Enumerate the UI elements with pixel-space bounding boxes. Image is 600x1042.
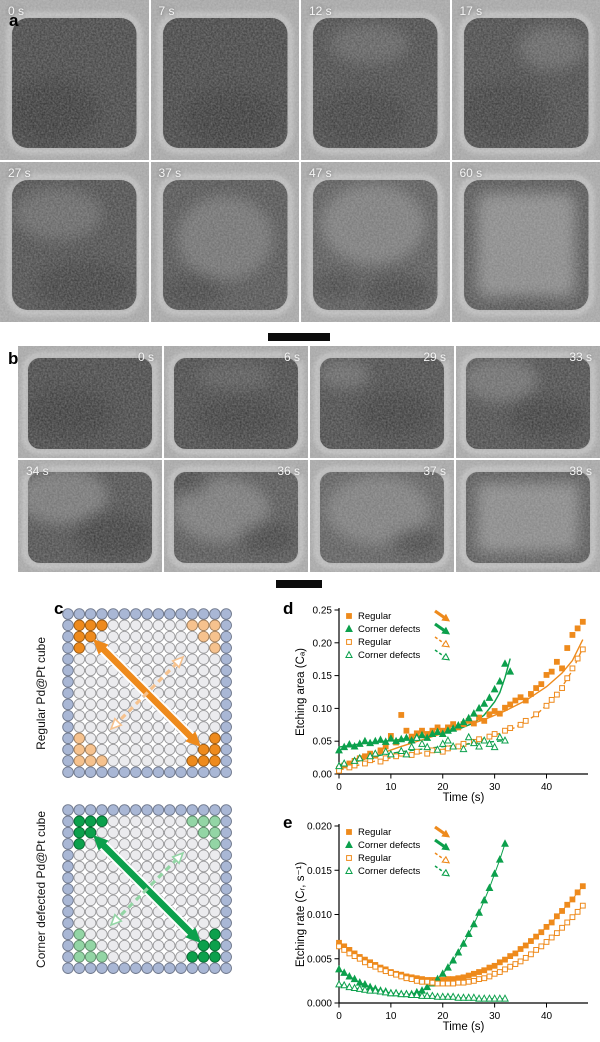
svg-text:20: 20 bbox=[437, 1011, 449, 1022]
tem-micrograph bbox=[18, 346, 162, 458]
etching-rate-chart: 0 10 20 30 40 0.000 0.005 0.010 0.015 0.020 Time (… bbox=[295, 822, 588, 1033]
svg-text:0: 0 bbox=[336, 782, 342, 793]
svg-text:Etching area (Cₐ): Etching area (Cₐ) bbox=[295, 648, 307, 736]
tem-frame-b-4: 34 s bbox=[18, 460, 162, 572]
frame-time-label: 29 s bbox=[423, 350, 446, 364]
tem-micrograph bbox=[150, 0, 299, 160]
svg-text:0.05: 0.05 bbox=[313, 737, 333, 748]
tem-frame-a-7: 60 s bbox=[451, 162, 600, 322]
svg-text:Etching rate (Cᵣ, s⁻¹): Etching rate (Cᵣ, s⁻¹) bbox=[295, 862, 307, 967]
tem-micrograph bbox=[0, 0, 149, 160]
svg-text:0.010: 0.010 bbox=[307, 910, 332, 921]
regular-cube-schematic bbox=[62, 608, 232, 778]
tem-frame-a-3: 17 s bbox=[451, 0, 600, 160]
tem-frame-b-6: 37 s bbox=[310, 460, 454, 572]
svg-text:0.15: 0.15 bbox=[313, 671, 333, 682]
tem-frame-a-4: 27 s bbox=[0, 162, 149, 322]
svg-text:Regular: Regular bbox=[358, 853, 391, 864]
tem-frame-b-7: 38 s bbox=[456, 460, 600, 572]
frame-time-label: 7 s bbox=[158, 4, 175, 18]
panel-a-image-grid: 0 s 7 s 12 s 17 s 27 s 37 s 47 s 60 s bbox=[0, 0, 600, 322]
tem-frame-b-5: 36 s bbox=[164, 460, 308, 572]
svg-text:Corner defects: Corner defects bbox=[358, 866, 421, 877]
svg-text:Regular: Regular bbox=[358, 827, 391, 838]
tem-micrograph bbox=[310, 460, 454, 572]
panel-b-label: b bbox=[8, 349, 19, 368]
tem-micrograph bbox=[301, 162, 450, 322]
svg-text:Corner defects: Corner defects bbox=[358, 840, 421, 851]
frame-time-label: 36 s bbox=[277, 464, 300, 478]
panel-a-scale-bar bbox=[268, 333, 330, 341]
svg-text:40: 40 bbox=[541, 1011, 553, 1022]
tem-micrograph bbox=[451, 0, 600, 160]
svg-text:40: 40 bbox=[541, 782, 553, 793]
svg-text:Time (s): Time (s) bbox=[443, 792, 485, 804]
panel-a-label: a bbox=[9, 11, 19, 30]
svg-text:20: 20 bbox=[437, 782, 449, 793]
tem-frame-a-6: 47 s bbox=[301, 162, 450, 322]
tem-micrograph bbox=[150, 162, 299, 322]
frame-time-label: 47 s bbox=[309, 166, 332, 180]
svg-text:30: 30 bbox=[489, 1011, 501, 1022]
tem-frame-a-0: 0 s bbox=[0, 0, 149, 160]
tem-micrograph bbox=[18, 460, 162, 572]
frame-time-label: 12 s bbox=[309, 4, 332, 18]
frame-time-label: 38 s bbox=[569, 464, 592, 478]
panel-b-image-grid: 0 s 6 s 29 s 33 s 34 s 36 s 37 s 38 s bbox=[18, 346, 600, 572]
svg-text:0.00: 0.00 bbox=[313, 770, 333, 781]
frame-time-label: 0 s bbox=[137, 350, 154, 364]
panel-e-label: e bbox=[283, 813, 293, 832]
frame-time-label: 0 s bbox=[8, 4, 25, 18]
frame-time-label: 34 s bbox=[26, 464, 49, 478]
schematic-defected-caption-text: Corner defected Pd@Pt cube bbox=[34, 810, 48, 968]
svg-text:Time (s): Time (s) bbox=[443, 1021, 485, 1033]
svg-text:0.015: 0.015 bbox=[307, 866, 332, 877]
panel-c-label: c bbox=[54, 599, 64, 618]
tem-micrograph bbox=[451, 162, 600, 322]
tem-frame-b-1: 6 s bbox=[164, 346, 308, 458]
schematic-regular-caption: Regular Pd@Pt cube bbox=[28, 608, 54, 778]
tem-frame-a-5: 37 s bbox=[150, 162, 299, 322]
svg-text:0.005: 0.005 bbox=[307, 954, 332, 965]
tem-frame-a-1: 7 s bbox=[150, 0, 299, 160]
svg-text:0.25: 0.25 bbox=[313, 606, 333, 617]
panel-b-scale-bar bbox=[276, 580, 322, 588]
tem-micrograph bbox=[164, 346, 308, 458]
tem-micrograph bbox=[456, 346, 600, 458]
tem-micrograph bbox=[301, 0, 450, 160]
svg-text:10: 10 bbox=[385, 1011, 397, 1022]
svg-text:0.000: 0.000 bbox=[307, 999, 332, 1010]
tem-frame-b-3: 33 s bbox=[456, 346, 600, 458]
tem-micrograph bbox=[310, 346, 454, 458]
svg-text:0.020: 0.020 bbox=[307, 822, 332, 833]
tem-micrograph bbox=[0, 162, 149, 322]
svg-text:Corner defects: Corner defects bbox=[358, 624, 421, 635]
tem-micrograph bbox=[456, 460, 600, 572]
frame-time-label: 6 s bbox=[283, 350, 300, 364]
svg-text:0.20: 0.20 bbox=[313, 638, 333, 649]
schematic-regular-caption-text: Regular Pd@Pt cube bbox=[34, 636, 48, 750]
schematic-defected-caption: Corner defected Pd@Pt cube bbox=[28, 804, 54, 974]
svg-text:Corner defects: Corner defects bbox=[358, 650, 421, 661]
tem-frame-b-2: 29 s bbox=[310, 346, 454, 458]
defected-cube-schematic bbox=[62, 804, 232, 974]
svg-text:10: 10 bbox=[385, 782, 397, 793]
svg-text:Regular: Regular bbox=[358, 637, 391, 648]
svg-text:Regular: Regular bbox=[358, 611, 391, 622]
frame-time-label: 60 s bbox=[459, 166, 483, 180]
svg-text:0.10: 0.10 bbox=[313, 704, 333, 715]
frame-time-label: 17 s bbox=[459, 4, 483, 18]
frame-time-label: 27 s bbox=[8, 166, 31, 180]
svg-text:30: 30 bbox=[489, 782, 501, 793]
svg-text:0: 0 bbox=[336, 1011, 342, 1022]
panel-d-label: d bbox=[283, 599, 294, 618]
tem-micrograph bbox=[164, 460, 308, 572]
etching-area-chart: 0 10 20 30 40 0.00 0.05 0.10 0.15 0.20 0.25 Time (s… bbox=[295, 606, 588, 804]
tem-frame-a-2: 12 s bbox=[301, 0, 450, 160]
frame-time-label: 37 s bbox=[158, 166, 182, 180]
frame-time-label: 37 s bbox=[423, 464, 446, 478]
tem-frame-b-0: 0 s bbox=[18, 346, 162, 458]
frame-time-label: 33 s bbox=[569, 350, 592, 364]
